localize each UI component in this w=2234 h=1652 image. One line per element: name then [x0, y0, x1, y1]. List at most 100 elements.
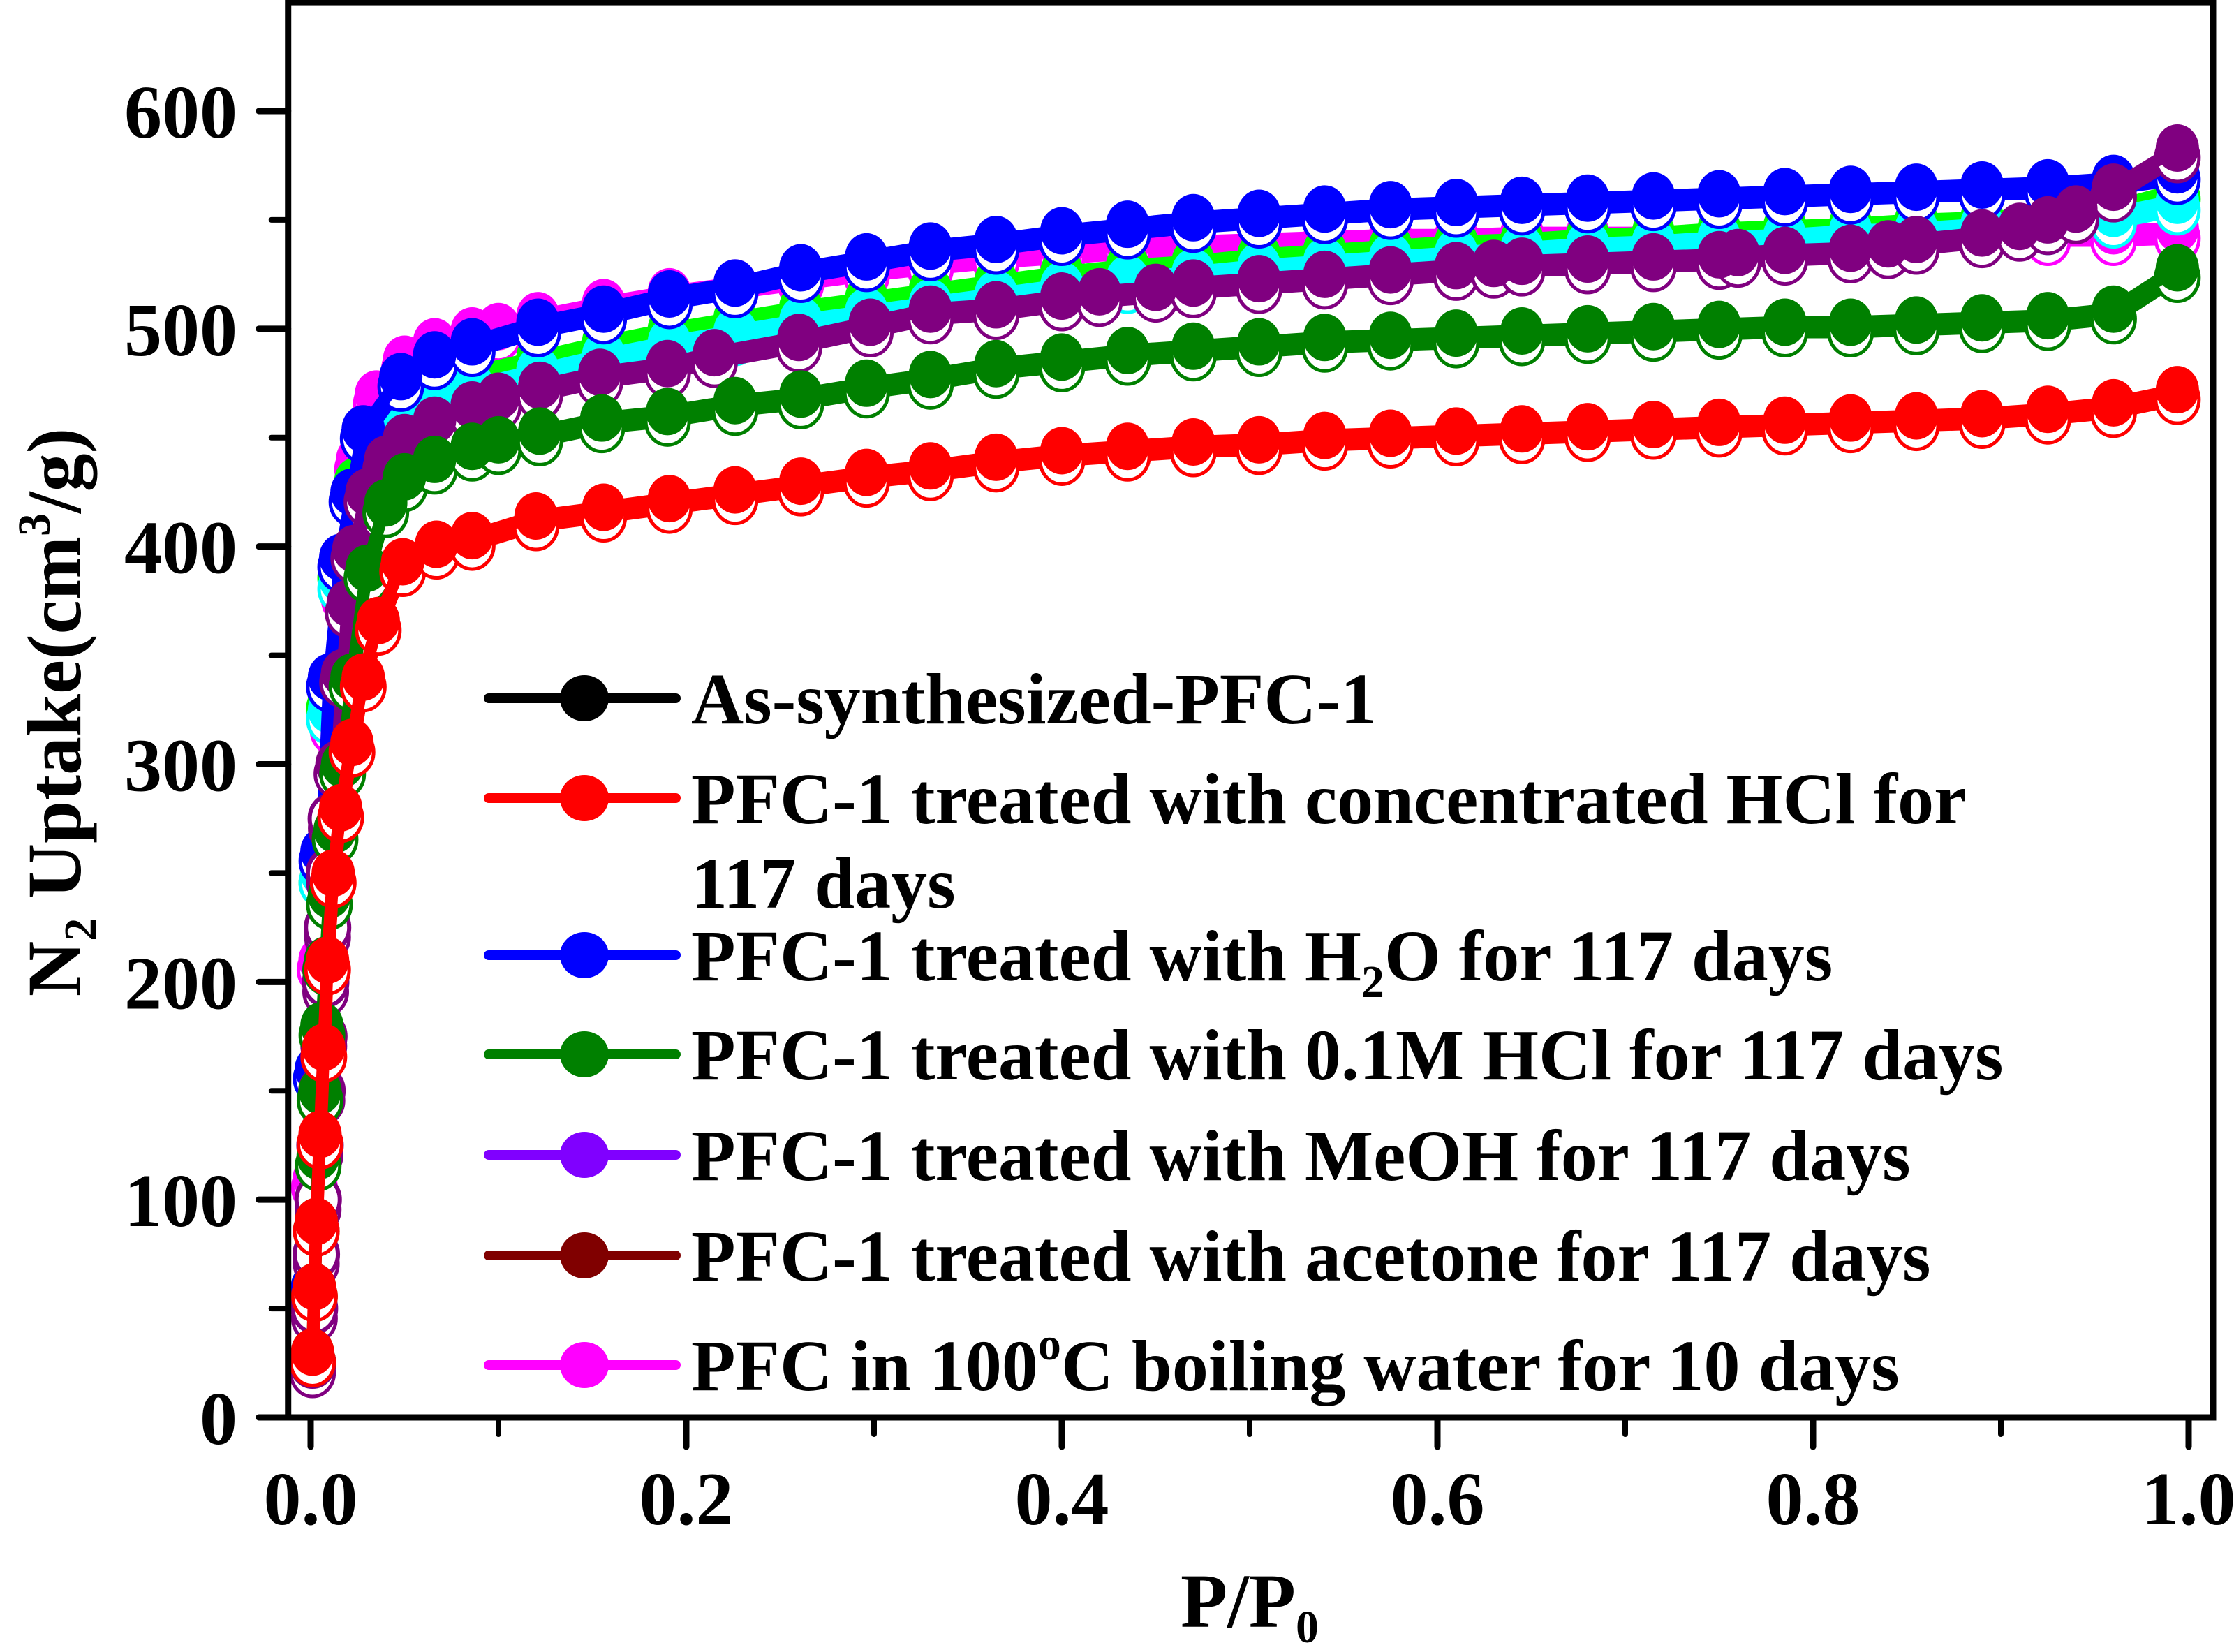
y-tick-label: 200: [124, 942, 237, 1025]
data-point: [302, 1023, 346, 1071]
data-point: [578, 348, 622, 397]
data-point: [1763, 298, 1807, 346]
data-point: [1500, 176, 1544, 224]
data-point: [477, 372, 520, 420]
legend-label: As-synthesized-PFC-1: [691, 659, 1377, 739]
data-point: [518, 407, 562, 455]
data-point: [1697, 300, 1741, 348]
data-point: [1500, 405, 1544, 453]
data-point: [2026, 385, 2070, 434]
data-point: [2092, 163, 2136, 212]
data-point: [1171, 418, 1215, 466]
data-point: [1106, 422, 1150, 471]
data-point: [2092, 285, 2136, 333]
data-point: [1237, 318, 1281, 366]
data-point: [1894, 296, 1938, 344]
data-point: [356, 596, 400, 644]
data-point: [582, 483, 626, 531]
data-point: [1171, 322, 1215, 370]
axes-layer: [256, 0, 2217, 1450]
data-point: [298, 1110, 342, 1158]
data-point: [848, 298, 892, 346]
data-point: [974, 339, 1018, 388]
legend-marker: [560, 775, 609, 821]
y-tick-label: 600: [124, 71, 237, 154]
data-point: [908, 222, 952, 270]
y-tick-label: 500: [124, 289, 237, 372]
x-axis-title: P/P0: [1181, 1558, 1319, 1652]
data-point: [974, 281, 1018, 329]
data-point: [1566, 235, 1610, 283]
data-point: [1828, 224, 1872, 272]
data-point: [1960, 390, 2004, 438]
data-point: [1434, 242, 1478, 290]
data-point: [1763, 226, 1807, 274]
x-tick-label: 0.6: [1391, 1458, 1485, 1541]
data-point: [1763, 396, 1807, 444]
data-point: [974, 433, 1018, 481]
y-tick-label: 400: [124, 507, 237, 590]
legend-marker: [560, 1342, 609, 1388]
data-point: [330, 718, 374, 767]
data-point: [1040, 207, 1083, 255]
legend-item-0: As-synthesized-PFC-1: [484, 659, 1377, 739]
data-point: [413, 331, 457, 379]
data-point: [450, 512, 494, 560]
legend-marker: [560, 1132, 609, 1178]
data-point: [413, 396, 457, 444]
data-point: [1134, 263, 1178, 311]
legend-item-2: PFC-1 treated with H2O for 117 days: [484, 916, 1833, 1008]
data-point: [1171, 259, 1215, 307]
data-point: [516, 298, 560, 346]
legend-marker: [560, 1031, 609, 1077]
data-point: [379, 353, 423, 401]
data-point: [1566, 304, 1610, 353]
data-point: [1960, 209, 2004, 257]
data-point: [908, 285, 952, 333]
legend-label: PFC-1 treated with 0.1M HCl for 117 days: [691, 1015, 2004, 1096]
data-point: [2155, 366, 2199, 414]
data-point: [647, 475, 691, 523]
legend-item-3: PFC-1 treated with 0.1M HCl for 117 days: [484, 1015, 2004, 1096]
data-point: [646, 339, 690, 388]
data-point: [1894, 215, 1938, 263]
data-point: [1716, 228, 1760, 276]
y-tick-label: 0: [200, 1378, 237, 1461]
x-tick-label: 0.8: [1766, 1458, 1861, 1541]
legend-label-continuation: 117 days: [691, 843, 956, 924]
data-point: [1368, 246, 1412, 294]
data-point: [1077, 267, 1121, 316]
data-point: [345, 544, 389, 592]
x-tick-label: 0.0: [264, 1458, 358, 1541]
legend-label: PFC in 100oC boiling water for 10 days: [691, 1319, 1900, 1406]
data-point: [713, 259, 757, 307]
data-point: [1106, 327, 1150, 375]
data-point: [845, 359, 889, 407]
data-point: [380, 538, 424, 586]
data-point: [1237, 189, 1281, 237]
y-axis-title: N2 Uptake(cm3/g): [9, 428, 106, 997]
data-point: [1697, 170, 1741, 218]
data-point: [1368, 181, 1412, 229]
data-point: [1632, 302, 1676, 351]
data-point: [908, 442, 952, 490]
legend-item-1: PFC-1 treated with concentrated HCl for1…: [484, 759, 1966, 924]
data-point: [1632, 172, 1676, 220]
data-point: [2026, 158, 2070, 207]
x-tick-label: 1.0: [2142, 1458, 2234, 1541]
data-point: [1106, 200, 1150, 249]
data-point: [1040, 272, 1083, 320]
series-layer: [288, 124, 2201, 1399]
data-point: [1434, 407, 1478, 455]
legend-label: PFC-1 treated with acetone for 117 days: [691, 1216, 1930, 1297]
data-point: [845, 448, 889, 496]
legend-label: PFC-1 treated with H2O for 117 days: [691, 916, 1833, 1008]
data-point: [2092, 378, 2136, 427]
data-point: [319, 783, 363, 832]
data-point: [1434, 309, 1478, 357]
data-point: [647, 270, 691, 318]
data-point: [1828, 298, 1872, 346]
data-point: [1828, 394, 1872, 442]
data-point: [1632, 233, 1676, 281]
